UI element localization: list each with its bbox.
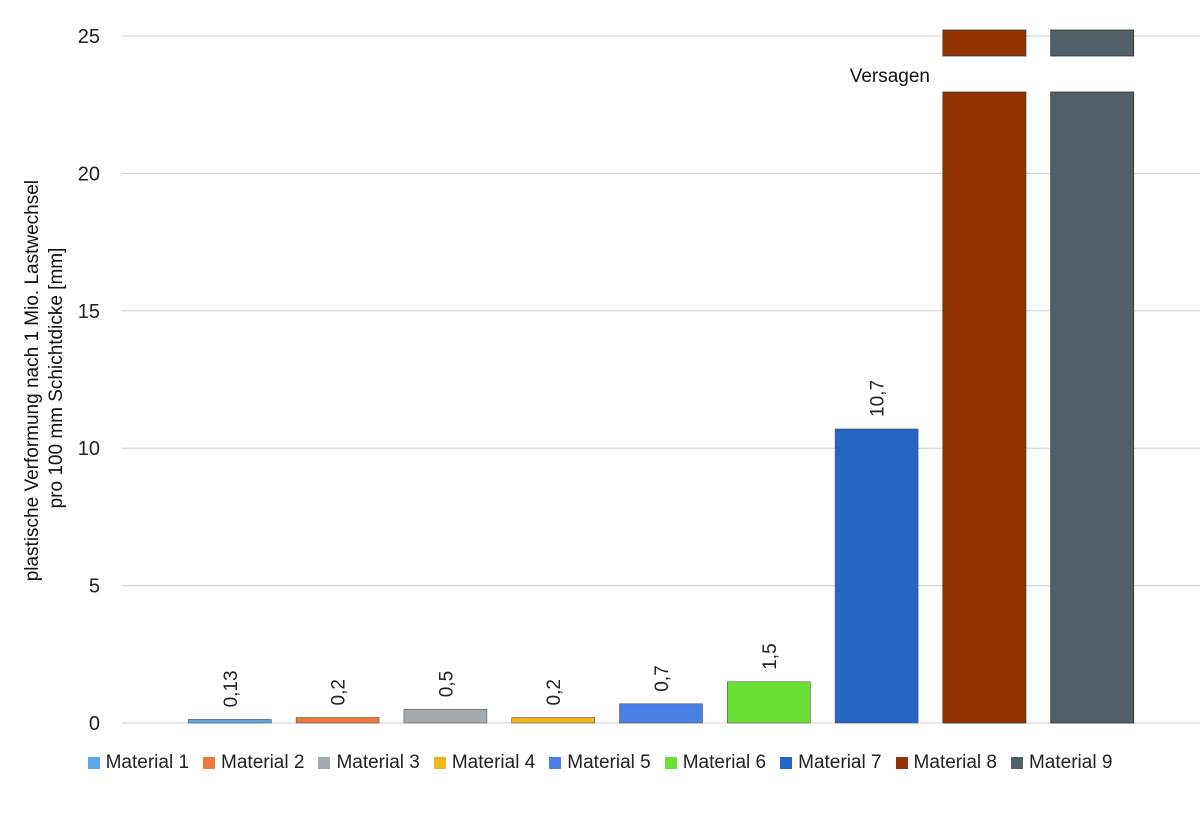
legend-swatch	[203, 757, 216, 769]
gridlines	[122, 35, 1200, 724]
bar	[295, 717, 380, 724]
y-tick-label: 10	[78, 438, 100, 460]
legend-item: Material 4	[433, 752, 536, 774]
legend-label: Material 5	[567, 752, 651, 773]
y-tick-label: 15	[78, 301, 100, 323]
data-label: 0,7	[652, 665, 673, 691]
data-label: 0,2	[544, 679, 565, 705]
legend-item: Material 6	[664, 752, 767, 774]
legend-item: Material 5	[549, 752, 651, 774]
legend-item: Material 7	[780, 752, 882, 774]
bar-failed-upper	[1050, 29, 1135, 57]
y-tick-label: 20	[78, 163, 100, 185]
legend-item: Material 1	[87, 752, 190, 774]
legend-label: Material 3	[336, 752, 420, 773]
bar	[403, 708, 488, 724]
data-label: 0,2	[329, 679, 350, 705]
legend-label: Material 1	[105, 752, 190, 773]
legend-swatch	[780, 757, 793, 769]
y-axis-title: plastische Verformung nach 1 Mio. Lastwe…	[22, 175, 67, 582]
y-tick-label: 0	[89, 713, 100, 735]
legend-swatch	[895, 757, 908, 769]
legend-item: Material 8	[895, 752, 997, 774]
data-label: 10,7	[868, 380, 889, 417]
legend-label: Material 8	[913, 752, 997, 773]
bars	[188, 29, 1135, 724]
data-label: 0,5	[436, 671, 457, 697]
legend-swatch	[1010, 757, 1023, 769]
legend-item: Material 2	[203, 752, 304, 774]
bar-failed-lower	[942, 91, 1027, 724]
legend-label: Material 4	[451, 752, 536, 773]
legend-label: Material 6	[682, 752, 767, 773]
bar	[188, 719, 272, 724]
legend-label: Material 7	[798, 752, 882, 773]
legend-swatch	[318, 757, 331, 769]
legend-label: Material 9	[1028, 752, 1113, 773]
y-tick-label: 5	[89, 576, 100, 598]
legend-item: Material 9	[1010, 752, 1113, 774]
bar	[834, 428, 919, 724]
legend: Material 1 Material 2 Material 3 Material 4…	[0, 748, 1200, 778]
legend-swatch	[664, 757, 677, 769]
y-tick-label: 25	[78, 26, 100, 48]
data-label: 1,5	[760, 643, 781, 669]
legend-label: Material 2	[221, 752, 305, 773]
bar-failed-upper	[942, 29, 1027, 57]
bar-failed-lower	[1050, 91, 1135, 724]
bar-chart: 0 5 10 15 20 25 0,13 0,2 0,5 0,2 0,7 1,5 10,7 Versa…	[22, 26, 1200, 735]
bar	[511, 717, 596, 724]
y-axis-ticks: 0 5 10 15 20 25	[78, 26, 100, 735]
y-axis-title-line-1: plastische Verformung nach 1 Mio. Lastwe…	[22, 180, 43, 581]
bar	[726, 681, 811, 724]
legend-swatch	[549, 757, 562, 769]
legend-swatch	[433, 757, 446, 769]
legend-swatch	[87, 757, 100, 769]
data-label: 0,13	[221, 670, 242, 707]
bar	[619, 703, 703, 724]
y-axis-title-line-2: pro 100 mm Schichtdicke [mm]	[46, 248, 67, 509]
failure-annotation: Versagen	[850, 66, 930, 87]
legend-item: Material 3	[318, 752, 420, 774]
data-labels: 0,13 0,2 0,5 0,2 0,7 1,5 10,7	[221, 380, 889, 707]
